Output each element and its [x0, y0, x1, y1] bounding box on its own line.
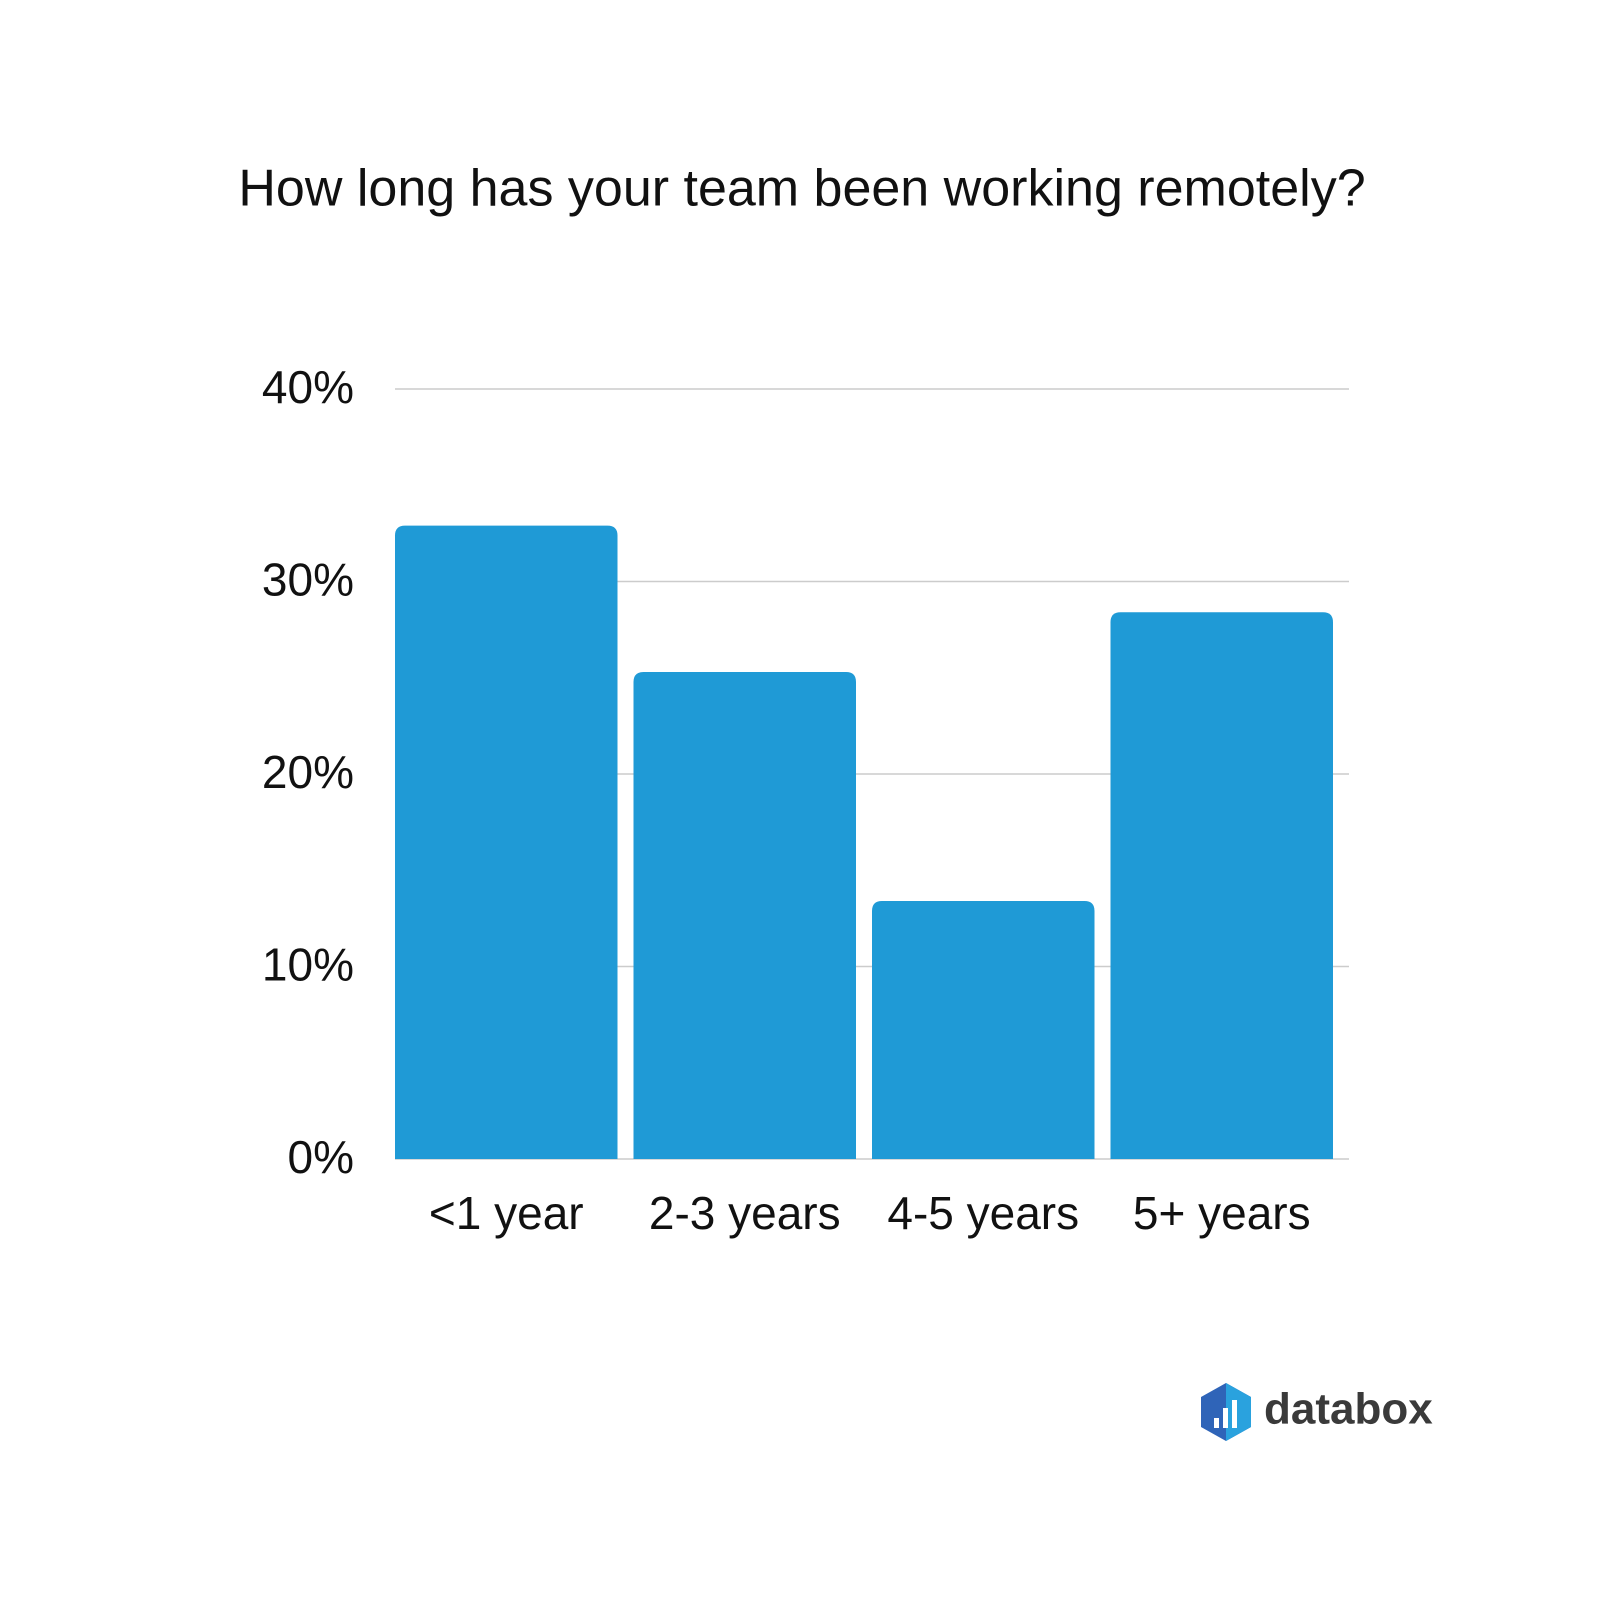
x-tick-label: <1 year [429, 1187, 584, 1239]
labels: 0% 10% 20% 30% 40% <1 year 2-3 years 4-5 years 5… [262, 361, 1311, 1239]
y-tick-label: 20% [262, 746, 354, 798]
bar [633, 671, 856, 1159]
bars [395, 525, 1333, 1159]
x-tick-label: 5+ years [1133, 1187, 1311, 1239]
brand-logo: databox [1201, 1383, 1433, 1441]
logo-bar [1232, 1400, 1237, 1428]
y-tick-label: 40% [262, 361, 354, 413]
y-tick-label: 10% [262, 939, 354, 991]
brand-name: databox [1264, 1385, 1433, 1434]
logo-bar [1214, 1418, 1219, 1428]
bar [1110, 612, 1333, 1159]
chart-title: How long has your team been working remo… [238, 160, 1365, 218]
x-tick-label: 4-5 years [887, 1187, 1079, 1239]
logo-bar [1223, 1408, 1228, 1428]
y-tick-label: 0% [288, 1131, 354, 1183]
y-tick-label: 30% [262, 554, 354, 606]
bar [395, 525, 618, 1159]
bar [872, 901, 1095, 1159]
x-tick-label: 2-3 years [649, 1187, 841, 1239]
